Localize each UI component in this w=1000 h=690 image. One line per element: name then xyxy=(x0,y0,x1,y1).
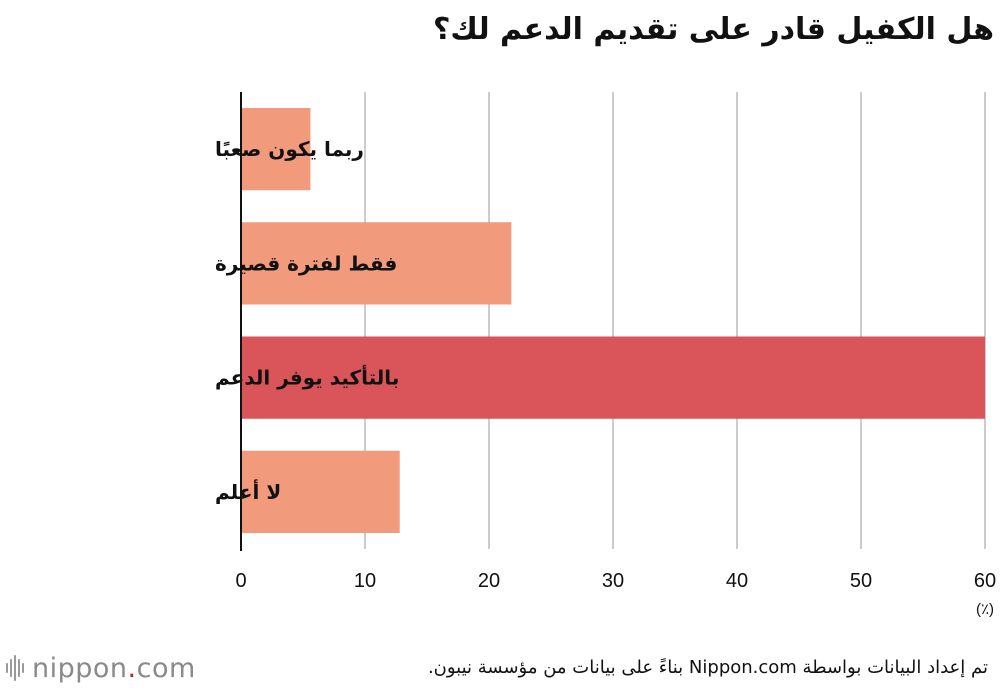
x-tick-label: 50 xyxy=(850,570,872,592)
category-label: فقط لفترة قصيرة xyxy=(215,251,397,275)
category-label: ربما يكون صعبًا xyxy=(215,137,364,161)
footer: nippon.com تم إعداد البيانات بواسطة Nipp… xyxy=(0,648,1000,690)
bar xyxy=(241,336,985,419)
source-note: تم إعداد البيانات بواسطة Nippon.com بناء… xyxy=(427,657,988,678)
logo-dot: . xyxy=(127,652,137,684)
logo-text: nippon.com xyxy=(32,653,196,684)
bar-chart: 0 10 20 30 40 50 60 (٪) ربما يكون صعبًا فقط لفترة… xyxy=(215,92,996,618)
category-label: بالتأكيد يوفر الدعم xyxy=(215,364,399,390)
x-tick-label: 40 xyxy=(726,570,748,592)
x-tick-label: 10 xyxy=(354,570,376,592)
x-tick-label: 60 xyxy=(974,570,996,592)
bar xyxy=(241,222,512,305)
unit-label: (٪) xyxy=(976,601,994,618)
x-tick-label: 20 xyxy=(478,570,500,592)
logo-word: nippon xyxy=(32,652,128,684)
category-label: لا أعلم xyxy=(215,478,281,504)
logo-tld: com xyxy=(136,652,196,684)
bar xyxy=(241,107,311,191)
logo-bars-icon xyxy=(6,654,24,682)
x-tick-label: 30 xyxy=(602,570,624,592)
chart-title: هل الكفيل قادر على تقديم الدعم لك؟ xyxy=(433,12,994,47)
nippon-logo: nippon.com xyxy=(6,650,196,686)
bar xyxy=(241,450,400,534)
x-tick-label: 0 xyxy=(235,570,246,592)
